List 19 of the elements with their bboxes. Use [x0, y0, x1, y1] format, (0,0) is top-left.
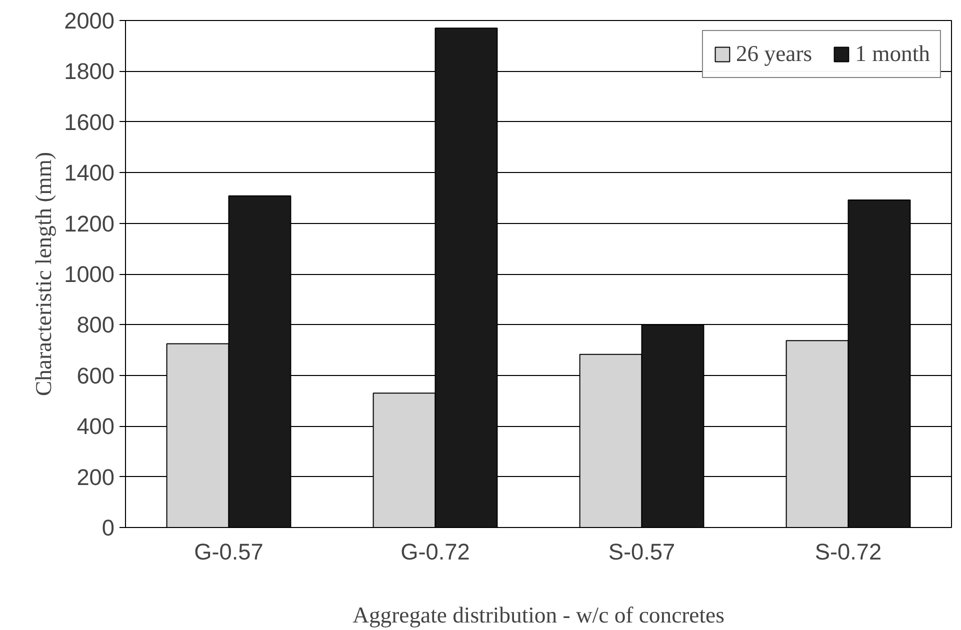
legend-label: 1 month	[855, 41, 930, 67]
y-tick-label: 1000	[64, 261, 115, 287]
y-axis-title: Characteristic length (mm)	[31, 152, 56, 396]
x-tick-label: S-0.57	[608, 538, 676, 564]
x-tick-label: S-0.72	[814, 538, 882, 564]
y-tick-label: 1600	[64, 108, 115, 135]
legend-label: 26 years	[736, 41, 812, 67]
x-axis-title: Aggregate distribution - w/c of concretes	[352, 602, 724, 628]
y-tick-label: 200	[76, 464, 115, 490]
y-tick-label: 0	[102, 514, 115, 540]
y-tick-label: 1200	[64, 210, 115, 236]
x-tick-label: G-0.72	[400, 538, 470, 564]
y-tick-label: 2000	[64, 8, 115, 34]
y-tick-label: 1400	[64, 160, 115, 186]
y-tick-label: 1800	[64, 58, 115, 84]
y-tick-label: 600	[76, 362, 115, 388]
x-tick-label: G-0.57	[194, 538, 264, 564]
y-tick-label: 400	[76, 413, 115, 440]
y-tick-label: 800	[76, 312, 115, 338]
